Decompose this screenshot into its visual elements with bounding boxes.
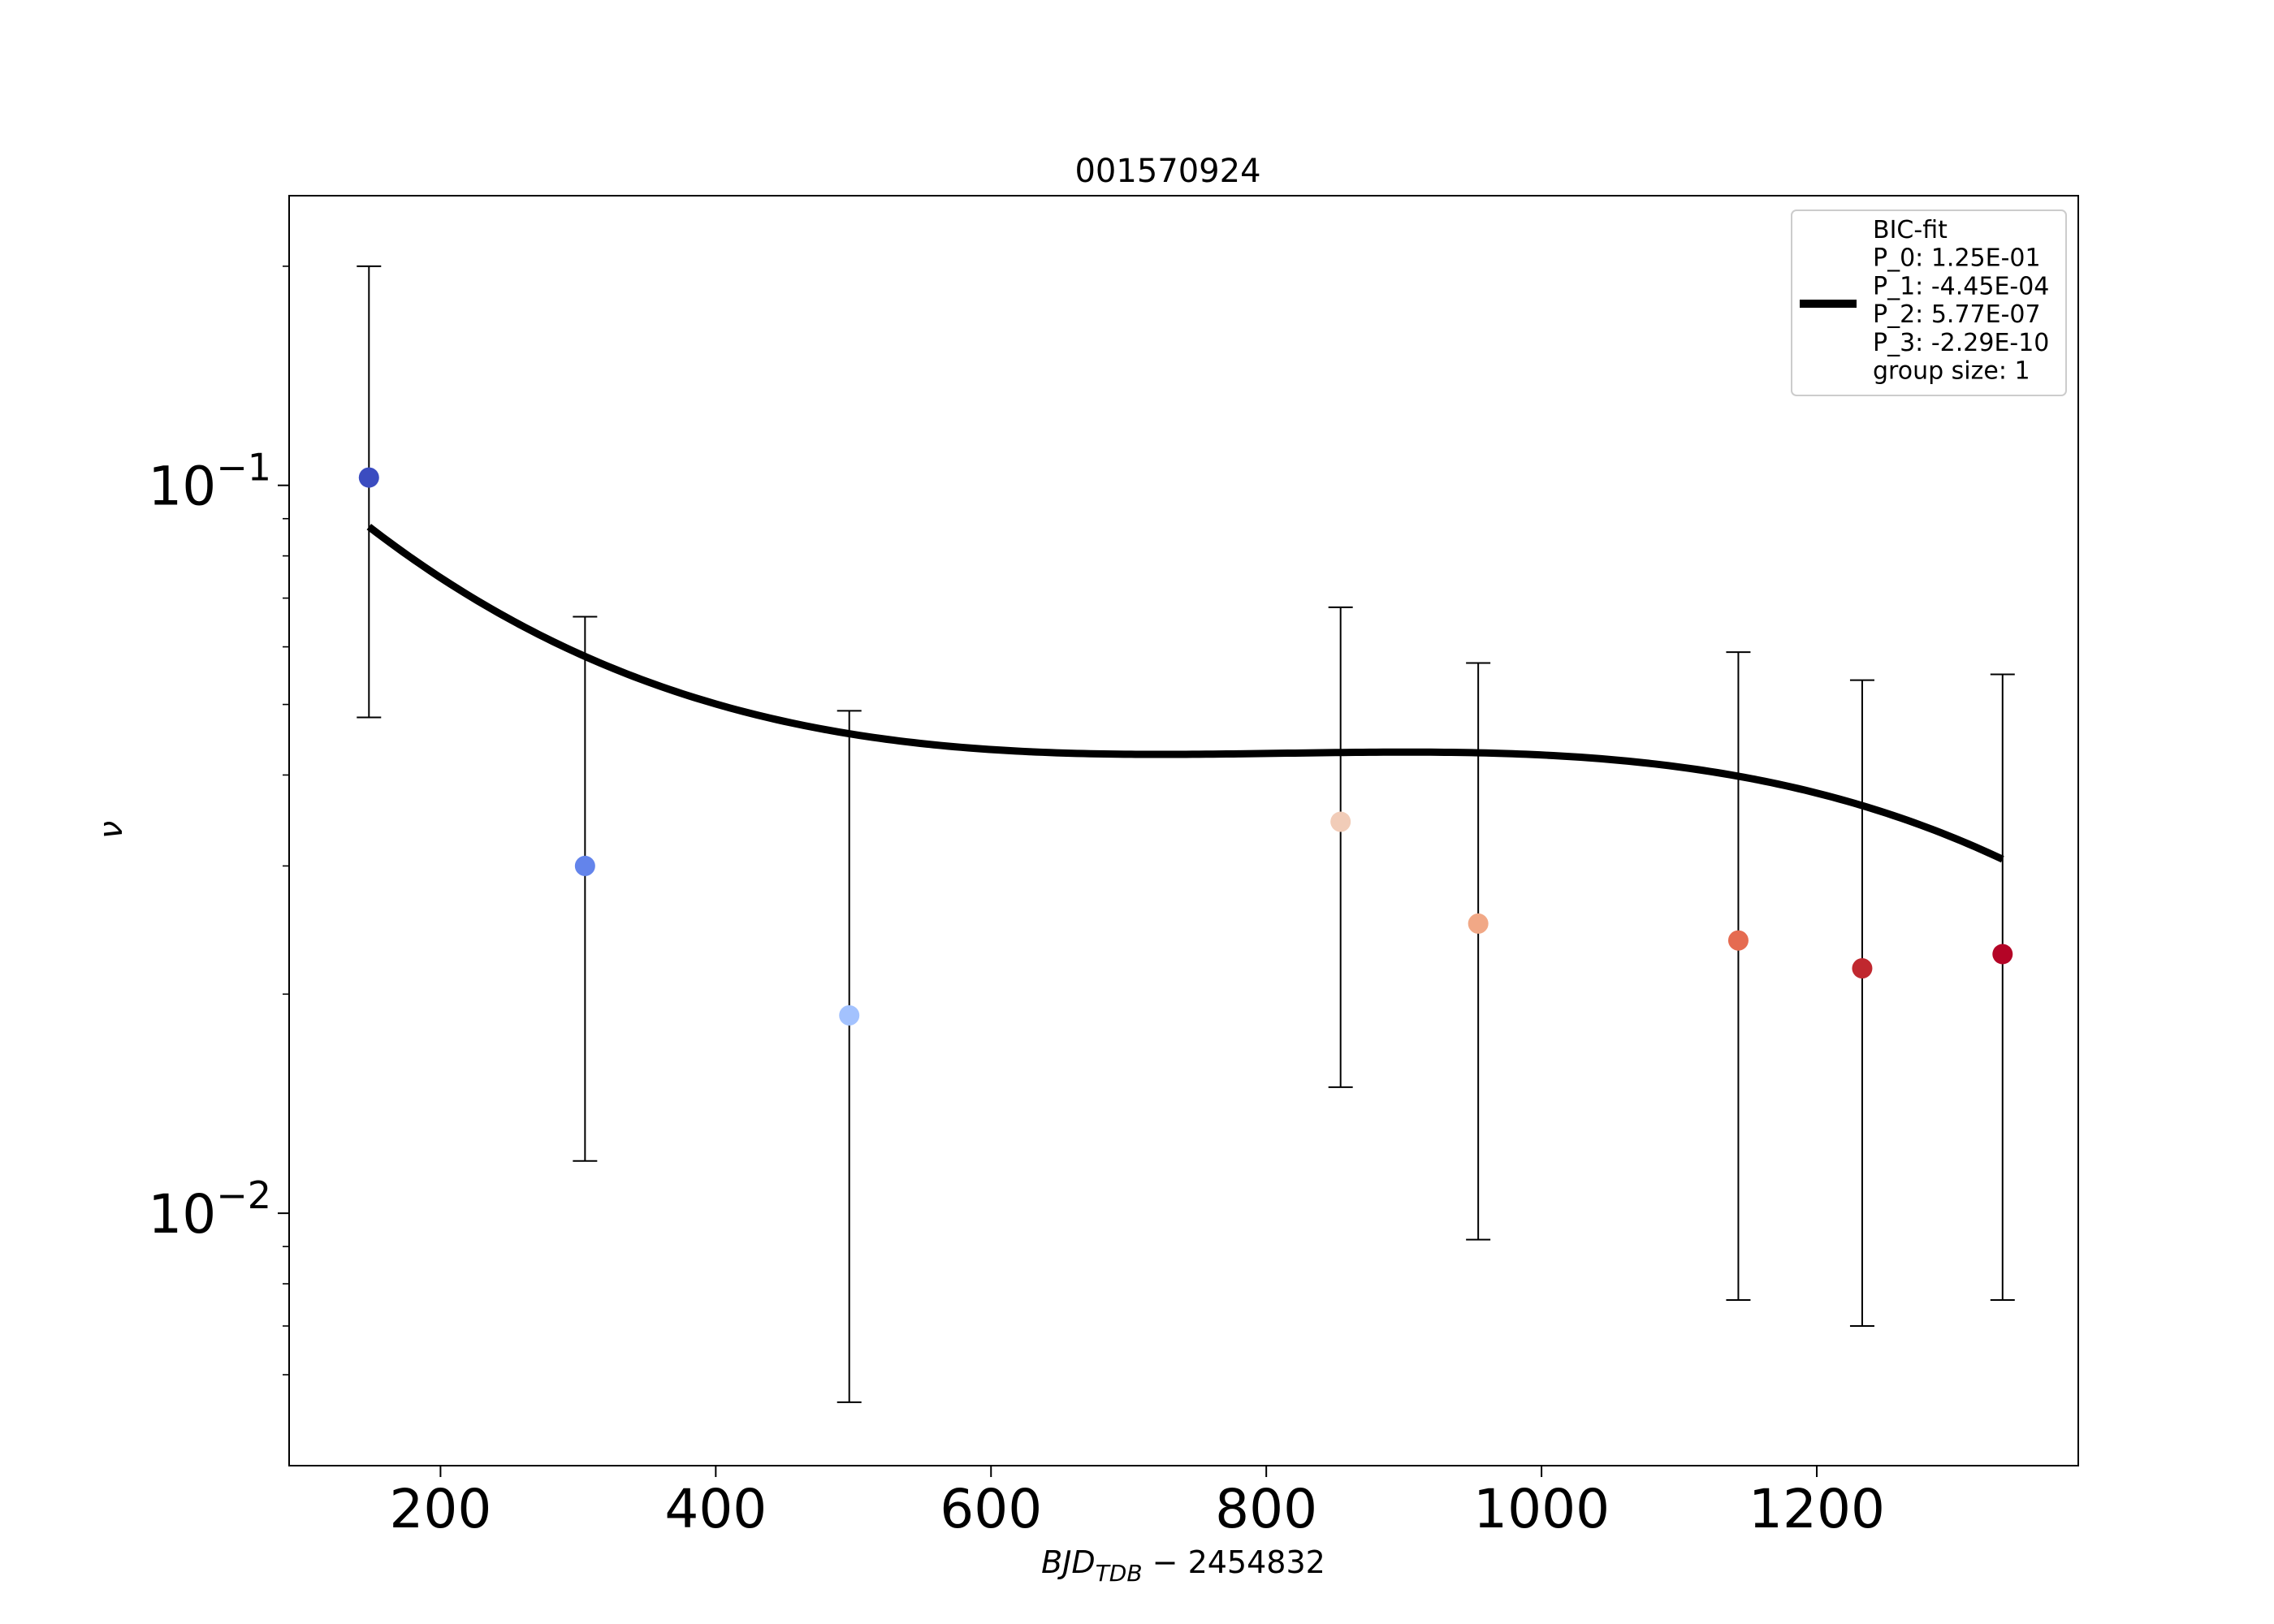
x-tick-label: 800 [1215,1478,1317,1540]
legend-entry: P_0: 1.25E-01 [1873,244,2041,273]
y-tick-label: 10−1 [148,446,271,518]
error-bar [1466,662,1491,1241]
fit-layer [366,524,2004,863]
data-point [1852,958,1873,979]
data-point [574,855,595,876]
data-point [358,467,379,488]
data-point [1727,930,1749,951]
y-tick-label-exponent: −1 [216,446,271,490]
axes-frame [288,195,2079,1466]
data-point [1992,944,2013,965]
x-tick-label: 400 [664,1478,767,1540]
legend-box [1791,209,2067,396]
legend-entry: BIC-fit [1873,216,1948,244]
legend-entry: P_1: -4.45E-04 [1873,272,2049,300]
y-axis-ticks: 10−210−1 [148,266,289,1376]
error-bar [1726,651,1751,1301]
legend-entry: P_3: -2.29E-10 [1873,329,2049,357]
y-tick-label-base: 10 [148,1183,216,1246]
data-point [839,1004,860,1026]
legend-entry: group size: 1 [1873,357,2030,386]
y-axis-label: ν [93,821,130,839]
legend-entry: P_2: 5.77E-07 [1873,300,2041,329]
error-bars [357,265,2015,1403]
x-axis-label-rest: − 2454832 [1143,1544,1325,1580]
error-bar [1849,679,1874,1327]
error-bar [837,710,862,1403]
x-axis-label: BJDTDB − 2454832 [1041,1544,1325,1587]
error-bar [1990,673,2015,1301]
data-point [1468,913,1489,934]
fit-curve [366,524,2004,863]
x-tick-label: 600 [940,1478,1042,1540]
x-axis-label-sub: TDB [1096,1560,1143,1587]
chart-title: 001570924 [1074,153,1260,190]
y-tick-label-base: 10 [148,456,216,518]
data-points [358,467,2013,1026]
x-tick-label: 1000 [1473,1478,1610,1540]
x-tick-label: 200 [389,1478,491,1540]
error-bar [357,265,382,719]
x-axis-label-main: BJD [1041,1544,1096,1580]
y-tick-label-exponent: −2 [216,1173,271,1217]
plot-area [357,265,2015,1403]
data-point [1330,811,1351,832]
y-tick-label: 10−2 [148,1173,271,1246]
x-axis-ticks: 200 400 600 800 1000 1200 [389,1466,1885,1540]
error-bar [1328,606,1353,1088]
x-tick-label: 1200 [1749,1478,1885,1540]
error-bar [573,615,598,1162]
